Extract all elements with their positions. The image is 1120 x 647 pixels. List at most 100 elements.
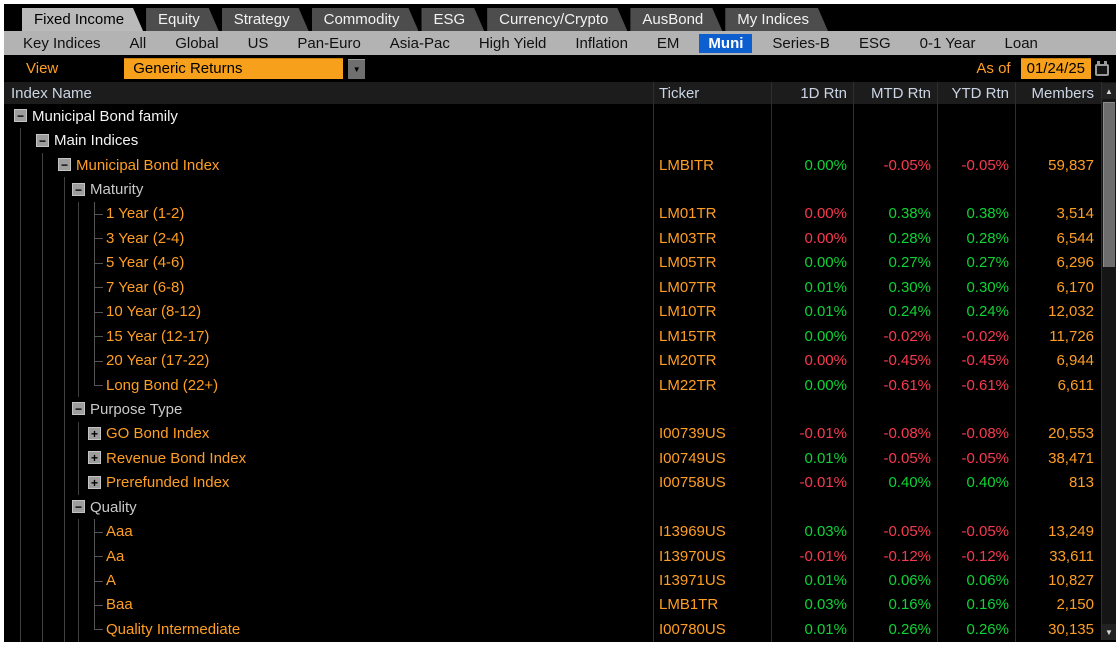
view-dropdown-button[interactable]: ▼ [348,58,366,79]
plus-box-icon[interactable]: + [88,426,101,440]
subtab-esg[interactable]: ESG [858,34,891,52]
subtab-all[interactable]: All [129,34,147,52]
table-row[interactable]: 5 Year (4-6) LM05TR 0.00% 0.27% 0.27% 6,296 [4,250,1101,276]
table-row[interactable]: − Municipal Bond family [4,104,1101,129]
column-header-ticker[interactable]: Ticker [653,82,771,104]
column-header-1d-rtn[interactable]: 1D Rtn [771,82,853,104]
column-header-ytd-rtn[interactable]: YTD Rtn [937,82,1015,104]
table-row[interactable]: 7 Year (6-8) LM07TR 0.01% 0.30% 0.30% 6,170 [4,275,1101,300]
tree-guide-line [78,543,79,569]
tree-guide-line [42,470,43,495]
subtab-global[interactable]: Global [175,34,219,52]
ticker-cell [653,495,771,520]
minus-box-icon[interactable]: − [14,109,27,123]
column-header-members[interactable]: Members [1015,82,1101,104]
table-row[interactable]: − Purpose Type [4,397,1101,422]
members-cell: 30,135 [1015,617,1101,642]
index-name-cell: Aaa [4,519,653,544]
subtab-pan-euro[interactable]: Pan-Euro [297,34,361,52]
index-name-cell: 1 Year (1-2) [4,201,653,227]
tree-guide-line [20,152,21,178]
tab-ausbond[interactable]: AusBond [630,8,722,31]
table-row[interactable]: Baa LMB1TR 0.03% 0.16% 0.16% 2,150 [4,592,1101,618]
table-row[interactable]: 1 Year (1-2) LM01TR 0.00% 0.38% 0.38% 3,514 [4,201,1101,227]
minus-box-icon[interactable]: − [72,402,85,416]
subtab-us[interactable]: US [247,34,269,52]
table-row[interactable]: Aaa I13969US 0.03% -0.05% -0.05% 13,249 [4,519,1101,544]
plus-box-icon[interactable]: + [88,475,101,489]
view-dropdown[interactable]: Generic Returns [124,58,344,79]
table-row[interactable]: + Prerefunded Index I00758US -0.01% 0.40% 0.4… [4,470,1101,495]
ticker-cell: I13970US [653,543,771,569]
members-cell: 12,032 [1015,299,1101,324]
table-row[interactable]: Quality Intermediate I00780US 0.01% 0.26% 0.… [4,617,1101,642]
index-name-label: 20 Year (17-22) [106,352,210,370]
tree-guide-line [20,323,21,349]
column-header-mtd-rtn[interactable]: MTD Rtn [853,82,937,104]
members-cell: 38,471 [1015,446,1101,471]
column-header-index-name[interactable]: Index Name [11,84,92,102]
minus-box-icon[interactable]: − [58,158,71,172]
tree-guide-line [42,152,43,178]
calendar-icon[interactable] [1095,61,1109,76]
subtab-em[interactable]: EM [656,34,680,52]
tree-guide-line [42,250,43,276]
subtab-key-indices[interactable]: Key Indices [23,34,101,52]
index-name-cell: Baa [4,592,653,618]
subtab-high-yield[interactable]: High Yield [478,34,547,52]
mtd-return-cell: -0.08% [853,421,937,447]
tab-commodity[interactable]: Commodity [312,8,419,31]
tree-guide-line [20,372,21,398]
tree-guide-line [20,495,21,520]
scrollbar[interactable]: ▲ ▼ [1101,82,1116,640]
index-name-label: Aaa [106,523,133,541]
subtab-muni[interactable]: Muni [699,33,753,53]
index-name-label: Prerefunded Index [106,474,230,492]
table-row[interactable]: − Quality [4,495,1101,520]
ytd-return-cell: 0.40% [937,470,1015,495]
tree-guide-line [64,348,65,373]
table-row[interactable]: − Maturity [4,177,1101,202]
subtab-series-b[interactable]: Series-B [772,34,830,52]
table-row[interactable]: − Municipal Bond Index LMBITR 0.00% -0.05% -0… [4,152,1101,178]
tab-fixed-income[interactable]: Fixed Income [22,8,143,31]
table-row[interactable]: + GO Bond Index I00739US -0.01% -0.08% -0.08%… [4,421,1101,447]
tree-guide-line [64,543,65,569]
ticker-cell [653,128,771,153]
scrollbar-thumb[interactable] [1103,102,1115,267]
table-row[interactable]: Aa I13970US -0.01% -0.12% -0.12% 33,611 [4,543,1101,569]
minus-box-icon[interactable]: − [36,133,49,147]
subtab-inflation[interactable]: Inflation [575,34,628,52]
tab-esg[interactable]: ESG [421,8,484,31]
table-row[interactable]: 20 Year (17-22) LM20TR 0.00% -0.45% -0.45% 6,… [4,348,1101,373]
tree-guide-line [42,543,43,569]
tab-strategy[interactable]: Strategy [222,8,309,31]
ticker-cell [653,104,771,129]
tree-branch-tick [94,385,103,387]
subtab-asia-pac[interactable]: Asia-Pac [389,34,450,52]
plus-box-icon[interactable]: + [88,451,101,465]
scroll-down-icon[interactable]: ▼ [1102,624,1116,640]
table-row[interactable]: 15 Year (12-17) LM15TR 0.00% -0.02% -0.02% 11… [4,323,1101,349]
table-row[interactable]: Long Bond (22+) LM22TR 0.00% -0.61% -0.61% 6,… [4,372,1101,398]
ytd-return-cell: -0.02% [937,323,1015,349]
members-cell: 59,837 [1015,152,1101,178]
table-row[interactable]: 10 Year (8-12) LM10TR 0.01% 0.24% 0.24% 12,03… [4,299,1101,324]
tab-my-indices[interactable]: My Indices [725,8,828,31]
tab-equity[interactable]: Equity [146,8,219,31]
subtab-loan[interactable]: Loan [1004,34,1038,52]
tree-guide-line [64,568,65,593]
tree-guide-line [20,592,21,618]
minus-box-icon[interactable]: − [72,500,85,514]
scroll-up-icon[interactable]: ▲ [1102,83,1116,99]
table-row[interactable]: A I13971US 0.01% 0.06% 0.06% 10,827 [4,568,1101,593]
tab-currency-crypto[interactable]: Currency/Crypto [487,8,627,31]
minus-box-icon[interactable]: − [72,182,85,196]
index-name-cell: − Municipal Bond Index [4,152,653,178]
as-of-date-field[interactable]: 01/24/25 [1020,58,1091,79]
subtab-0-1-year[interactable]: 0-1 Year [919,34,976,52]
table-row[interactable]: + Revenue Bond Index I00749US 0.01% -0.05% -0… [4,446,1101,471]
table-row[interactable]: 3 Year (2-4) LM03TR 0.00% 0.28% 0.28% 6,544 [4,226,1101,251]
table-row[interactable]: − Main Indices [4,128,1101,153]
ticker-cell: I13971US [653,568,771,593]
